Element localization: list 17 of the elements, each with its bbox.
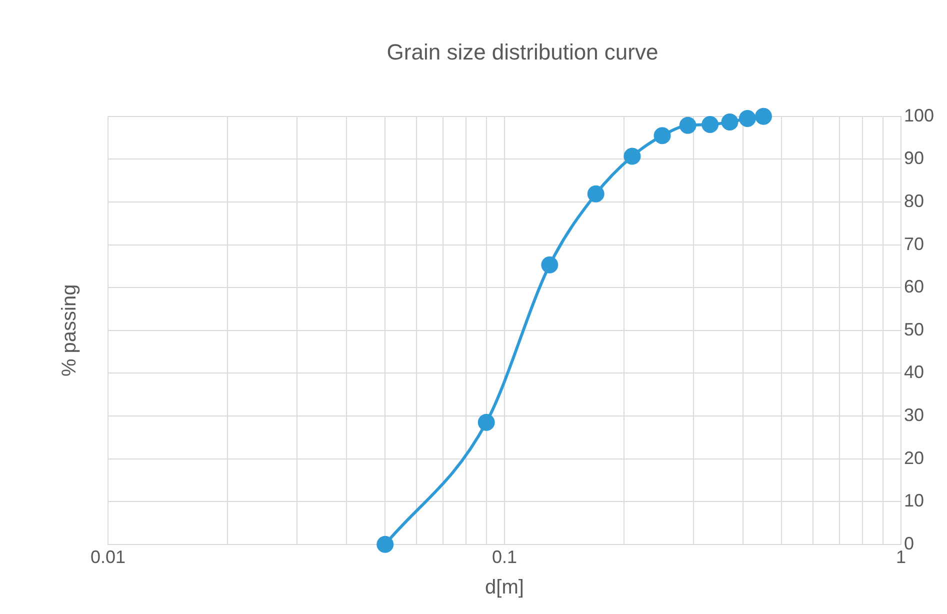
y-tick-label: 60 [904,276,924,297]
y-axis-title: % passing [58,284,81,377]
y-tick-label: 50 [904,319,924,340]
y-tick-label: 20 [904,448,924,468]
y-tick-label: 90 [904,148,924,168]
x-tick-label: 1 [896,547,906,568]
x-axis-title: d[m] [485,576,524,599]
y-tick-label: 80 [904,190,924,211]
y-tick-label: 100 [904,105,934,126]
chart-title: Grain size distribution curve [386,39,658,64]
y-tick-label: 10 [904,490,924,511]
y-tick-label: 40 [904,362,924,382]
y-tick-label: 70 [904,234,924,254]
y-tick-label: 0 [904,533,914,554]
x-tick-label: 0.01 [90,547,126,568]
x-tick-label: 0.1 [492,547,517,568]
y-tick-label: 30 [904,404,924,425]
